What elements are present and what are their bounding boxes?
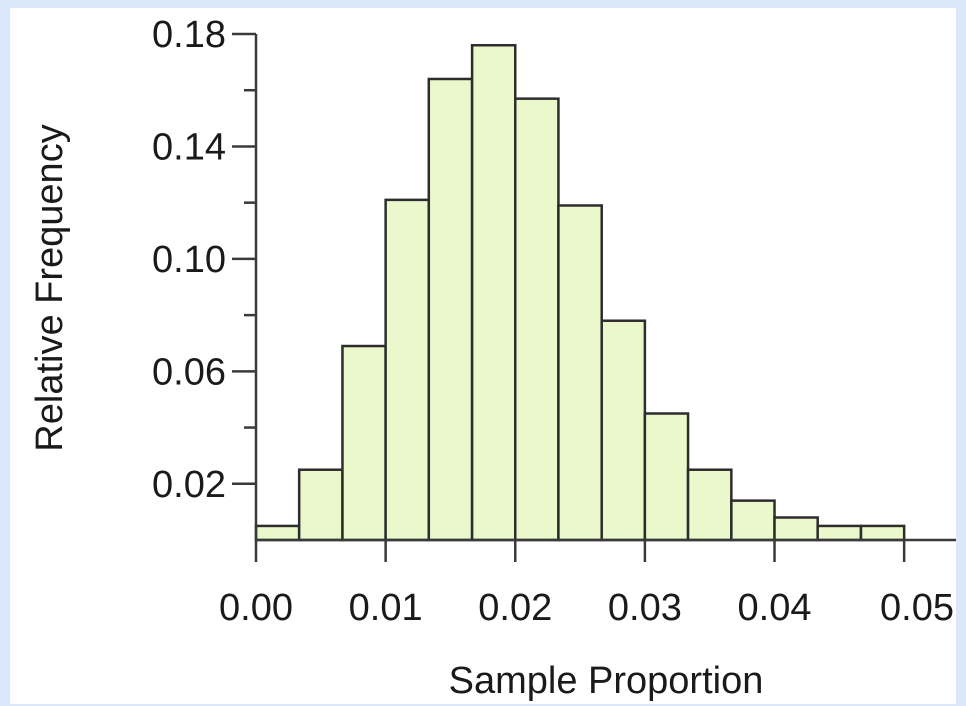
histogram-bar-5 [470,43,517,542]
histogram-bar-1 [297,468,344,542]
histogram-bar-4 [427,77,474,542]
bars-layer [254,43,906,542]
y-tick-label-3: 0.14 [152,126,226,168]
histogram-bar-11 [730,499,776,542]
histogram-bar-14 [859,524,906,542]
histogram-bar-10 [686,468,733,542]
histogram-bar-3 [384,198,431,542]
x-tick-label-4: 0.04 [738,587,812,629]
histogram-bar-7 [557,204,603,542]
histogram-bar-12 [773,516,819,542]
y-tick-label-1: 0.06 [152,351,226,393]
labels-layer: 0.02 0.06 0.10 0.14 0.18 0.00 0.01 0.02 0.03 0.04… [152,14,954,629]
histogram-bar-13 [816,524,863,542]
y-axis-title: Relative Frequency [29,124,71,451]
histogram-bar-6 [514,97,560,542]
y-tick-label-4: 0.18 [152,14,226,56]
axes-layer [232,32,956,562]
histogram-bar-8 [600,319,647,542]
x-tick-label-2: 0.02 [478,587,552,629]
x-tick-label-1: 0.01 [349,587,423,629]
x-axis-title: Sample Proportion [449,660,764,702]
chart-panel: 0.02 0.06 0.10 0.14 0.18 0.00 0.01 0.02 0.03 0.04… [10,8,956,704]
histogram-chart: 0.02 0.06 0.10 0.14 0.18 0.00 0.01 0.02 0.03 0.04… [29,14,956,702]
y-tick-label-0: 0.02 [152,464,226,506]
histogram-bar-2 [341,344,387,542]
histogram-bar-9 [643,412,690,542]
histogram-bar-0 [254,524,301,542]
x-tick-label-5: 0.05 [880,587,954,629]
x-tick-label-0: 0.00 [219,587,293,629]
x-tick-label-3: 0.03 [608,587,682,629]
y-tick-label-2: 0.10 [152,239,226,281]
